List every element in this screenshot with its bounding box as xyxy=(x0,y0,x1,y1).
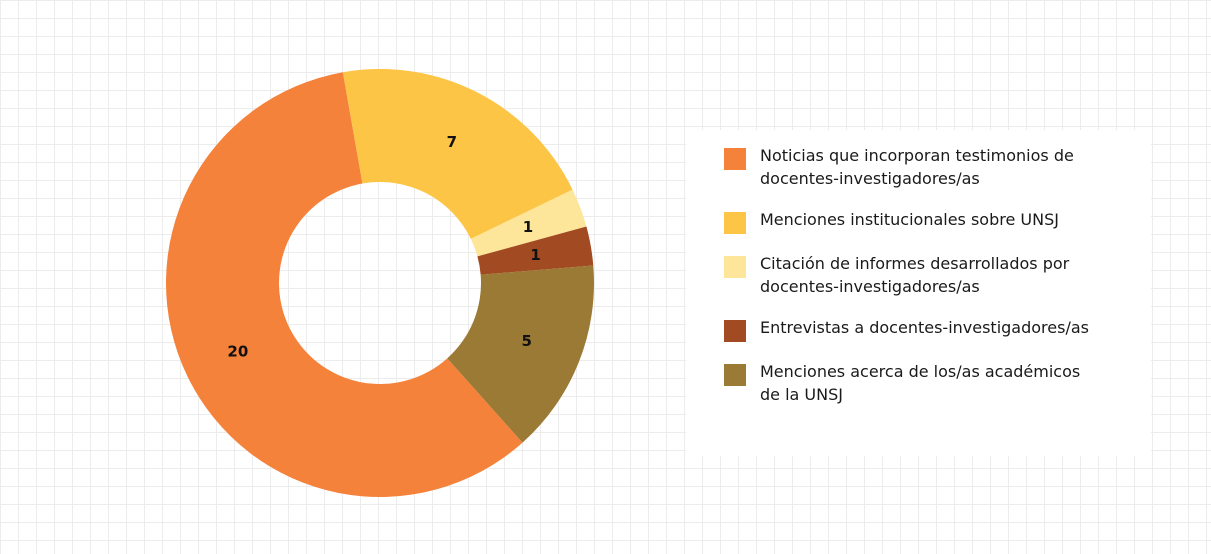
data-label: 20 xyxy=(227,342,248,360)
legend-swatch xyxy=(724,212,746,234)
legend-item: Menciones acerca de los/as académicos de… xyxy=(724,360,1151,406)
legend: Noticias que incorporan testimonios de d… xyxy=(686,130,1151,456)
data-label: 1 xyxy=(530,246,540,264)
legend-swatch xyxy=(724,364,746,386)
legend-label: Menciones institucionales sobre UNSJ xyxy=(760,210,1059,229)
donut-slice xyxy=(470,189,587,257)
legend-swatch xyxy=(724,148,746,170)
legend-label: Noticias que incorporan testimonios de d… xyxy=(760,146,1074,188)
legend-label: Citación de informes desarrollados por d… xyxy=(760,254,1070,296)
legend-swatch xyxy=(724,256,746,278)
donut-slice xyxy=(342,69,573,239)
legend-item: Citación de informes desarrollados por d… xyxy=(724,252,1151,298)
data-label: 5 xyxy=(522,332,532,350)
donut-slice xyxy=(477,226,594,275)
legend-label: Entrevistas a docentes-investigadores/as xyxy=(760,318,1089,337)
legend-item: Noticias que incorporan testimonios de d… xyxy=(724,144,1151,190)
donut-slice xyxy=(166,72,523,498)
donut-slice xyxy=(447,265,594,443)
legend-swatch xyxy=(724,320,746,342)
legend-item: Entrevistas a docentes-investigadores/as xyxy=(724,316,1151,342)
legend-item: Menciones institucionales sobre UNSJ xyxy=(724,208,1151,234)
legend-label: Menciones acerca de los/as académicos de… xyxy=(760,362,1081,404)
data-label: 7 xyxy=(447,133,457,151)
data-label: 1 xyxy=(523,218,533,236)
